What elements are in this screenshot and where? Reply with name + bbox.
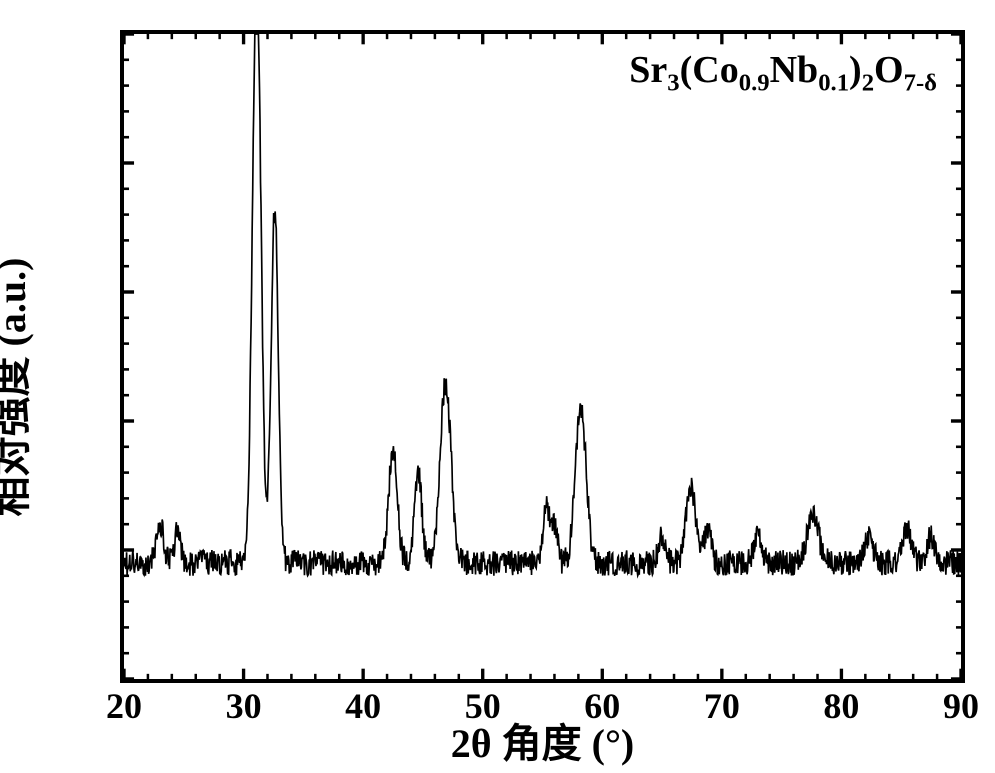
x-tick-label: 70 [704, 685, 740, 727]
x-tick-label: 20 [106, 685, 142, 727]
x-tick-label: 60 [584, 685, 620, 727]
plot-svg [124, 34, 961, 679]
plot-area: Sr3(Co0.9Nb0.1)2O7-δ 2030405060708090 [120, 30, 965, 683]
xrd-figure: 相对强度 (a.u.) 2θ 角度 (°) Sr3(Co0.9Nb0.1)2O7… [0, 0, 995, 773]
x-tick-label: 90 [943, 685, 979, 727]
x-tick-label: 50 [465, 685, 501, 727]
series-label: Sr3(Co0.9Nb0.1)2O7-δ [629, 48, 937, 92]
x-tick-label: 40 [345, 685, 381, 727]
x-tick-label: 30 [226, 685, 262, 727]
y-axis-label: 相对强度 (a.u.) [0, 257, 37, 516]
xrd-trace [124, 34, 961, 576]
x-tick-label: 80 [823, 685, 859, 727]
